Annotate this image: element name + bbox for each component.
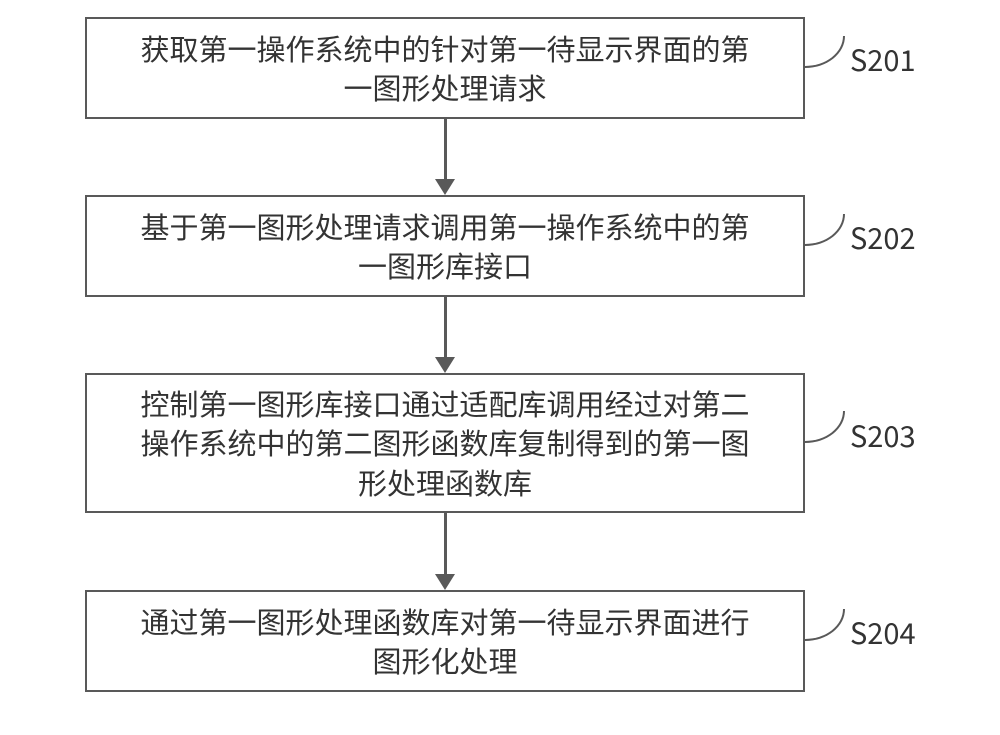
- flow-step-text: 基于第一图形处理请求调用第一操作系统中的第 一图形库接口: [140, 207, 749, 285]
- label-connector: [805, 609, 845, 641]
- flow-arrow-line: [444, 119, 447, 183]
- flow-step-text: 控制第一图形库接口通过适配库调用经过对第二 操作系统中的第二图形函数库复制得到的…: [140, 384, 749, 501]
- flow-step-text: 通过第一图形处理函数库对第一待显示界面进行 图形化处理: [140, 602, 749, 680]
- flow-step-label-s202: S202: [850, 216, 916, 258]
- label-connector: [805, 36, 845, 68]
- flow-arrow-head: [435, 357, 455, 373]
- flow-step-s203: 控制第一图形库接口通过适配库调用经过对第二 操作系统中的第二图形函数库复制得到的…: [85, 373, 805, 513]
- label-connector: [805, 214, 845, 246]
- label-connector: [805, 411, 845, 443]
- flow-step-label-s203: S203: [850, 414, 916, 456]
- flow-step-s204: 通过第一图形处理函数库对第一待显示界面进行 图形化处理: [85, 590, 805, 692]
- flow-step-label-s201: S201: [850, 38, 916, 80]
- flow-step-text: 获取第一操作系统中的针对第一待显示界面的第 一图形处理请求: [140, 29, 749, 107]
- flowchart-canvas: 获取第一操作系统中的针对第一待显示界面的第 一图形处理请求 S201 基于第一图形处…: [0, 0, 1000, 735]
- flow-arrow-head: [435, 179, 455, 195]
- flow-step-s201: 获取第一操作系统中的针对第一待显示界面的第 一图形处理请求: [85, 17, 805, 119]
- flow-arrow-head: [435, 574, 455, 590]
- flow-step-label-s204: S204: [850, 611, 916, 653]
- flow-step-s202: 基于第一图形处理请求调用第一操作系统中的第 一图形库接口: [85, 195, 805, 297]
- flow-arrow-line: [444, 297, 447, 361]
- flow-arrow-line: [444, 513, 447, 578]
